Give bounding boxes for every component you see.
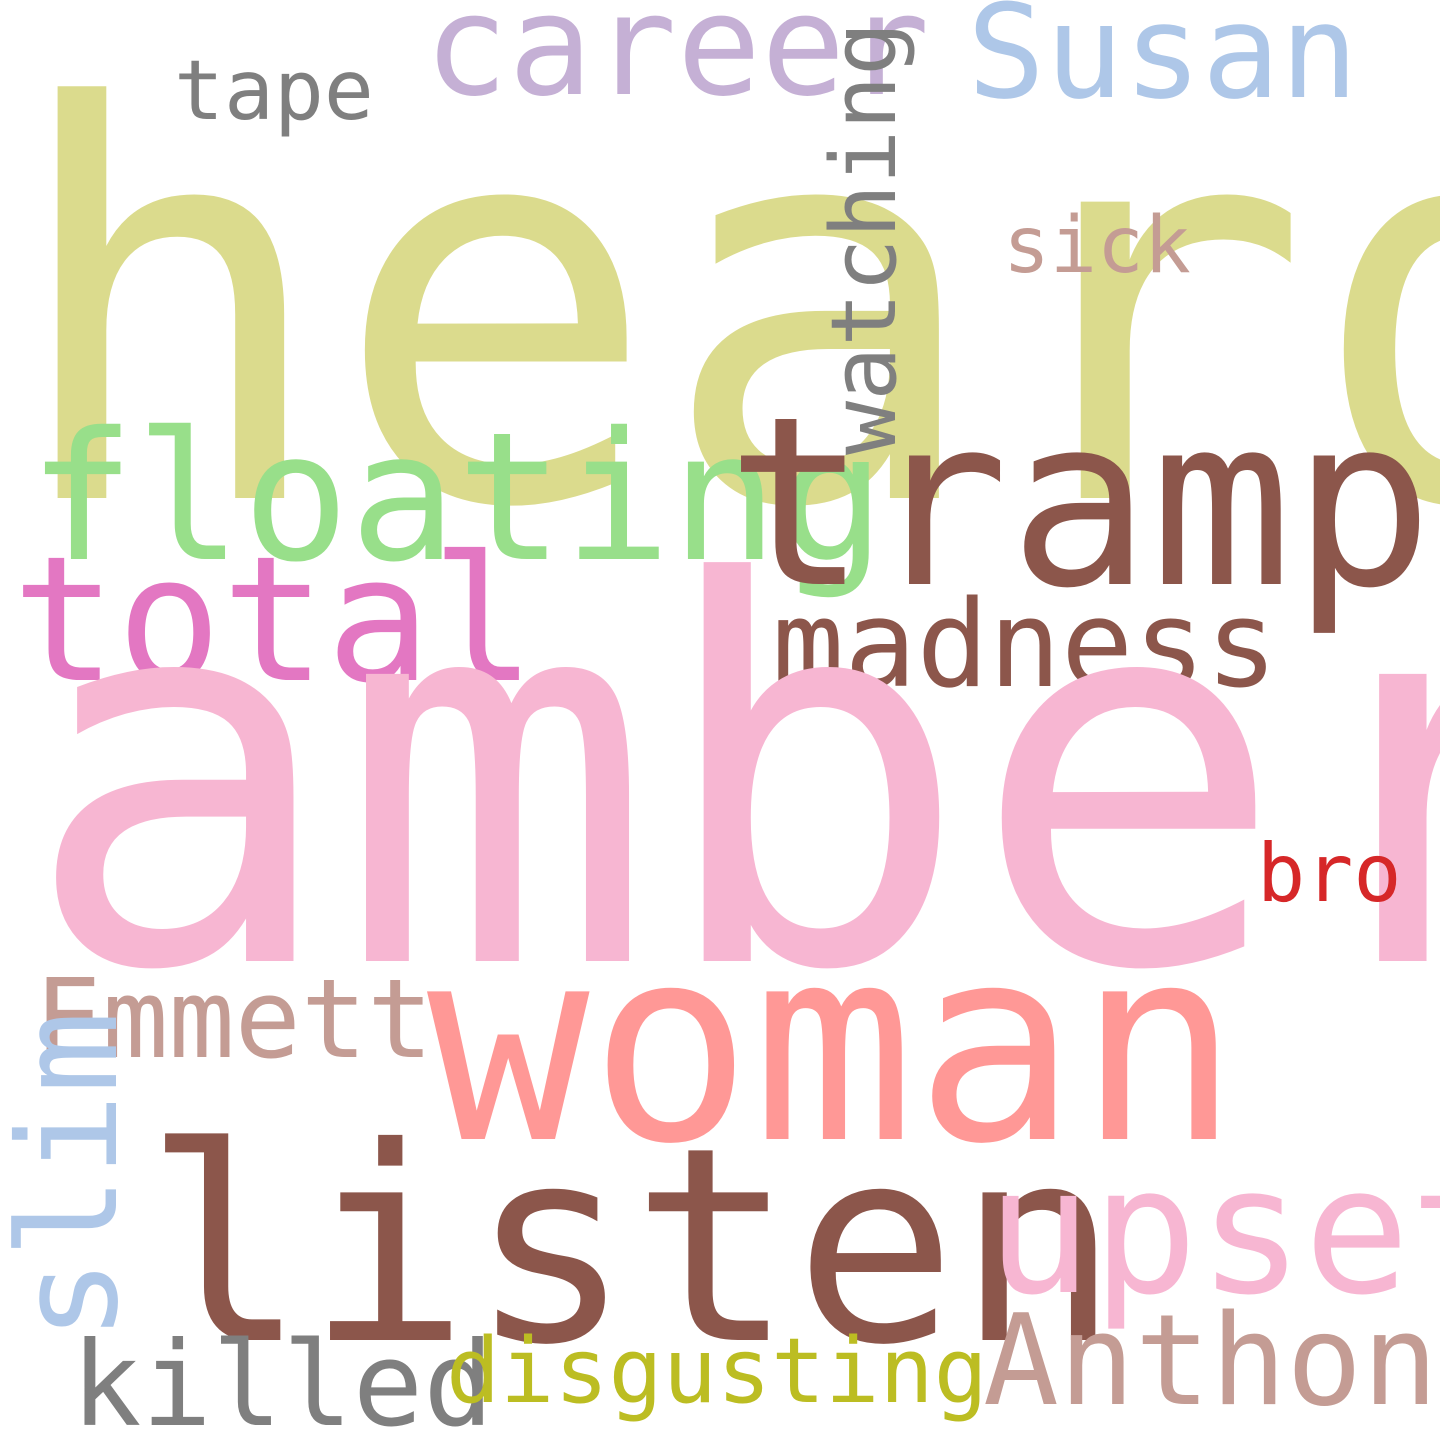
word-career: career [424, 0, 930, 128]
word-anthony: Anthony [983, 1287, 1440, 1434]
word-madness: madness [772, 576, 1278, 715]
word-heard: heard [6, 0, 1440, 626]
word-tramp: tramp [726, 367, 1434, 640]
word-tape: tape [174, 42, 374, 139]
word-upset: upset [986, 1129, 1440, 1334]
word-amber: amber [22, 474, 1440, 1085]
word-sick: sick [1003, 201, 1191, 291]
word-killed: killed [71, 1316, 494, 1440]
word-disgusting: disgusting [446, 1319, 988, 1424]
word-total: total [12, 519, 536, 722]
word-woman: woman [427, 888, 1240, 1203]
word-floating: floating [28, 394, 886, 601]
word-listen: listen [144, 1089, 1120, 1404]
word-emmett: Emmett [36, 955, 434, 1083]
word-slim: slim [0, 1011, 149, 1341]
word-bro: bro [1257, 827, 1402, 920]
word-susan: Susan [967, 0, 1359, 128]
